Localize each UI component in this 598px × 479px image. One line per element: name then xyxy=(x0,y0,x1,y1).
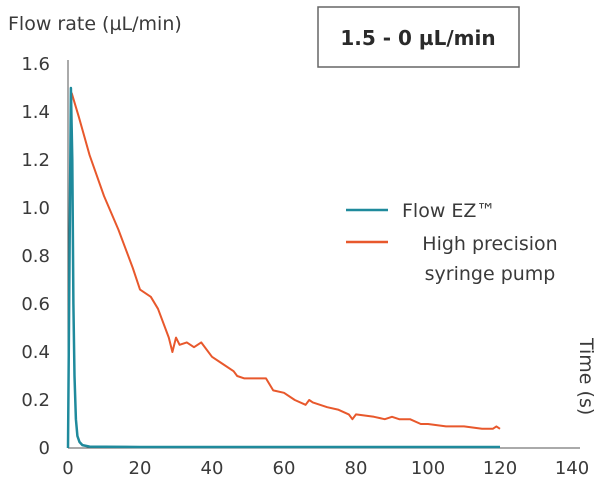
x-tick-label: 120 xyxy=(483,458,517,479)
x-axis-title: Time (s) xyxy=(575,337,597,415)
range-annotation: 1.5 - 0 µL/min xyxy=(317,6,520,68)
y-tick-label: 1.4 xyxy=(21,102,50,123)
annotation-text: 1.5 - 0 µL/min xyxy=(340,26,495,50)
x-tick-label: 140 xyxy=(555,458,589,479)
legend-item-syringe-pump: High precision syringe pump xyxy=(346,233,558,285)
series-line-syringe-pump xyxy=(70,92,501,430)
y-tick-label: 0.6 xyxy=(21,294,50,315)
y-tick-label: 0.8 xyxy=(21,246,50,267)
y-axis-title: Flow rate (µL/min) xyxy=(8,13,182,35)
x-tick-label: 100 xyxy=(411,458,445,479)
series-line-flow-ez xyxy=(66,86,500,449)
y-axis-ticks: 0 0.2 0.4 0.6 0.8 1.0 1.2 1.4 1.6 xyxy=(21,54,50,459)
y-tick-label: 1.6 xyxy=(21,54,50,75)
x-tick-label: 80 xyxy=(345,458,368,479)
x-tick-label: 40 xyxy=(201,458,224,479)
x-tick-label: 60 xyxy=(273,458,296,479)
y-tick-label: 0.4 xyxy=(21,342,50,363)
y-tick-label: 1.2 xyxy=(21,150,50,171)
legend-label-flow-ez: Flow EZ™ xyxy=(402,200,495,222)
legend: Flow EZ™ High precision syringe pump xyxy=(346,200,558,285)
legend-label-line: syringe pump xyxy=(425,263,556,285)
y-tick-label: 0.2 xyxy=(21,390,50,411)
y-tick-label: 0 xyxy=(39,438,50,459)
legend-label-syringe-pump: High precision syringe pump xyxy=(422,233,557,285)
annotation-box xyxy=(317,6,520,68)
x-axis-ticks: 0 20 40 60 80 100 120 140 xyxy=(62,458,589,479)
y-tick-label: 1.0 xyxy=(21,198,50,219)
legend-label-line: High precision xyxy=(422,233,557,255)
x-tick-label: 20 xyxy=(129,458,152,479)
series-layer xyxy=(66,86,501,449)
legend-item-flow-ez: Flow EZ™ xyxy=(346,200,495,222)
x-tick-label: 0 xyxy=(62,458,73,479)
